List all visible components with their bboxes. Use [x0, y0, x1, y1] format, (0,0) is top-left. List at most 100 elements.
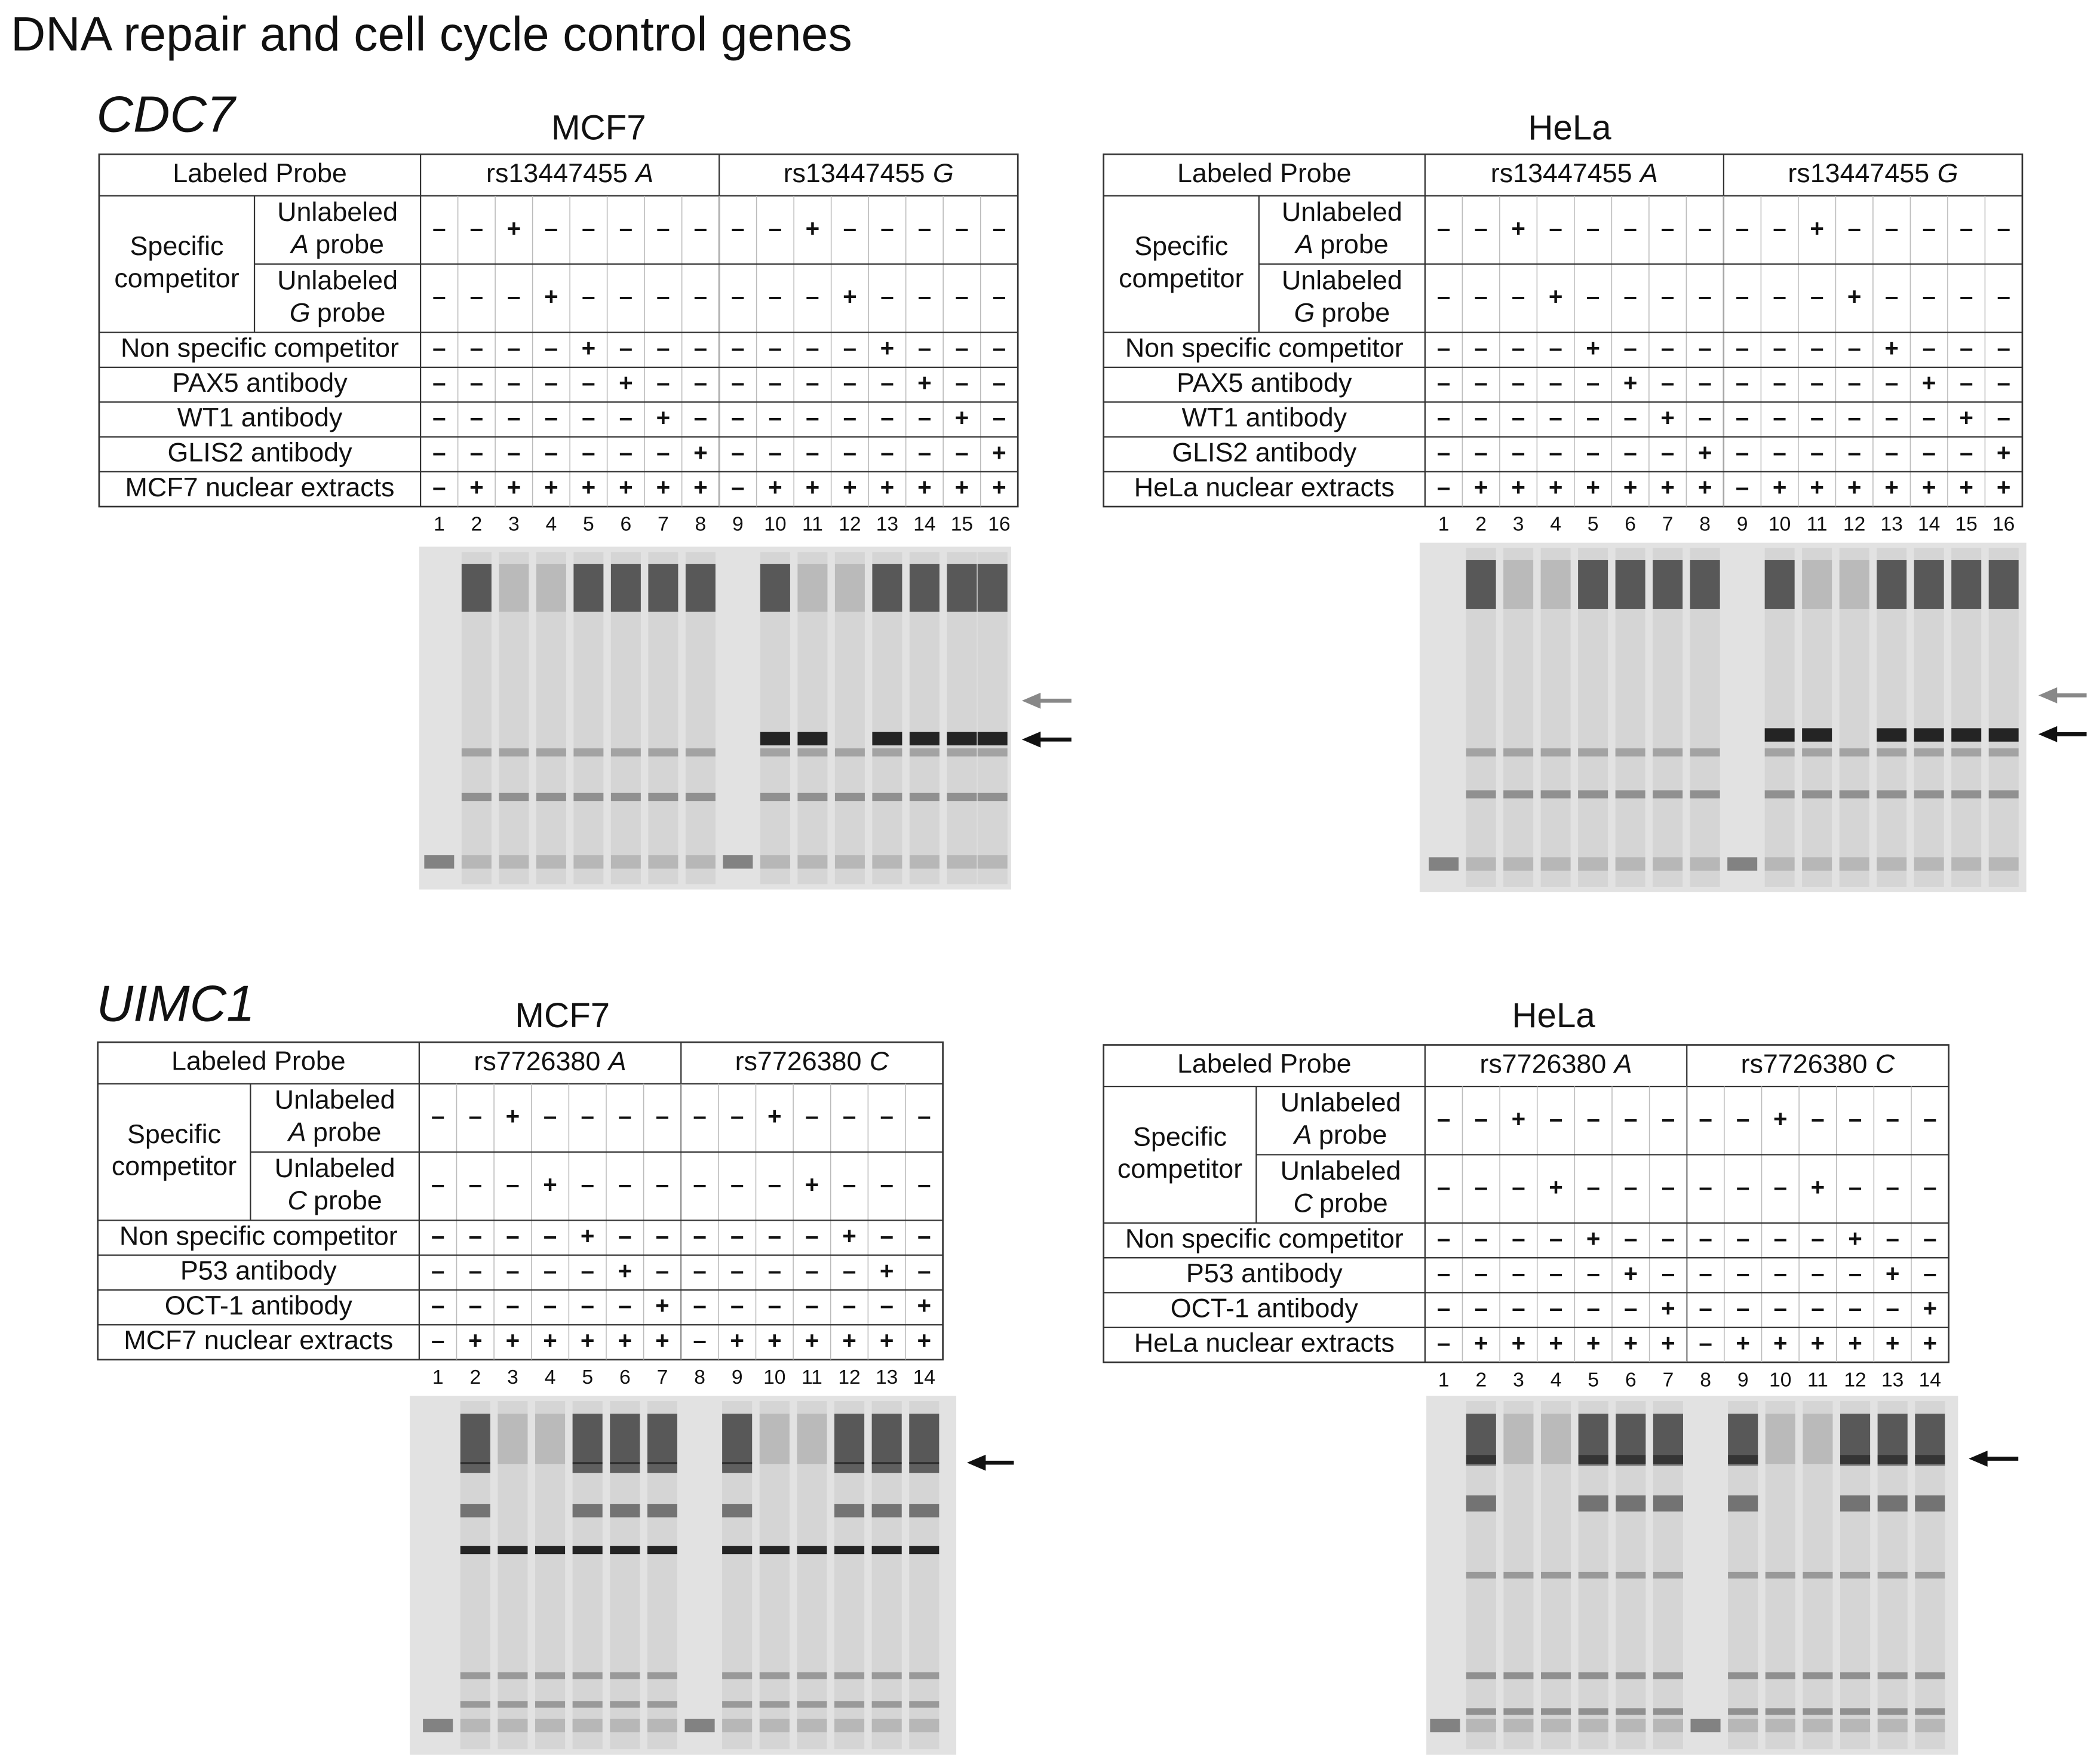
- sign: +: [543, 1171, 557, 1198]
- sign: +: [917, 1292, 932, 1319]
- sign: +: [1624, 1329, 1638, 1357]
- competitor-group-label: Specific: [1134, 231, 1228, 261]
- gel-band: [872, 793, 902, 801]
- probe-header: rs7726380 A: [1479, 1048, 1632, 1079]
- gel-band: [909, 1462, 940, 1473]
- sign: –: [1586, 1260, 1599, 1287]
- sign: –: [1773, 282, 1786, 310]
- sign: –: [1512, 334, 1525, 361]
- sign: +: [1886, 1260, 1900, 1287]
- sign: –: [1512, 369, 1525, 397]
- gel-band: [535, 1672, 566, 1679]
- sign: +: [1997, 438, 2011, 466]
- sign: –: [917, 1102, 931, 1129]
- gel-band: [1578, 1718, 1608, 1733]
- gene-name: UIMC1: [96, 975, 254, 1032]
- gel-band: [1616, 1455, 1646, 1466]
- sign: +: [1884, 334, 1899, 361]
- competitor-suffix: probe: [1320, 229, 1389, 259]
- sign: –: [955, 214, 968, 242]
- sign: +: [507, 474, 521, 501]
- sign: +: [1997, 474, 2011, 501]
- gel-band: [1802, 790, 1832, 798]
- sign: +: [1773, 1329, 1788, 1357]
- lane-number: 6: [1625, 1369, 1637, 1391]
- gel-band: [1728, 1455, 1758, 1466]
- lane-number: 11: [1807, 1369, 1828, 1391]
- sign: –: [917, 1171, 931, 1198]
- sign: –: [918, 334, 931, 361]
- gel-band: [797, 793, 828, 801]
- sign: –: [506, 1171, 519, 1198]
- gel-band: [797, 1546, 827, 1555]
- sign: +: [1698, 438, 1712, 466]
- sign: –: [1512, 282, 1525, 310]
- sign: +: [805, 1171, 819, 1198]
- competitor-suffix: probe: [1319, 1119, 1387, 1150]
- sign: –: [1885, 438, 1898, 466]
- gel-band: [797, 1718, 827, 1733]
- sign: +: [1886, 1329, 1900, 1357]
- gel-band: [423, 1718, 453, 1733]
- sign: –: [1773, 334, 1786, 361]
- lane-number: 10: [1769, 513, 1791, 535]
- gel-band: [1615, 560, 1645, 609]
- gel-band: [685, 748, 716, 757]
- gel-band: [1503, 748, 1534, 757]
- gel-lane: [499, 552, 529, 884]
- sign: –: [730, 1102, 744, 1129]
- gel-band: [759, 1672, 790, 1679]
- gel-lane: [1503, 1401, 1534, 1750]
- sign: –: [619, 282, 633, 310]
- sign: –: [582, 404, 595, 431]
- lane-number: 1: [1438, 513, 1450, 535]
- sign: –: [880, 282, 894, 310]
- row-label: OCT-1 antibody: [1171, 1292, 1359, 1323]
- lane-number: 5: [583, 513, 594, 535]
- lane-number: 8: [1700, 1369, 1711, 1391]
- competitor-group-label: competitor: [1117, 1153, 1242, 1184]
- sign: –: [880, 404, 894, 431]
- sign: –: [1662, 1105, 1675, 1132]
- gel-band: [572, 1701, 603, 1708]
- gel-band: [610, 1718, 640, 1733]
- gel-band: [1988, 857, 2019, 871]
- arrow-head: [2038, 726, 2058, 742]
- sign: –: [1997, 334, 2010, 361]
- competitor-label: Unlabeled: [277, 196, 398, 227]
- gel-band: [909, 1414, 940, 1464]
- sign: –: [768, 1292, 781, 1319]
- lane-number: 6: [1625, 513, 1636, 535]
- gel-band: [977, 564, 1008, 612]
- lane-number: 16: [988, 513, 1010, 535]
- sign: –: [805, 1292, 818, 1319]
- sign: +: [1586, 1225, 1601, 1252]
- sign: –: [1774, 1173, 1787, 1200]
- sign: –: [432, 474, 446, 501]
- sign: –: [619, 404, 633, 431]
- lane-number: 3: [1513, 513, 1524, 535]
- gel-band: [535, 1546, 566, 1555]
- lane-number: 13: [1880, 513, 1902, 535]
- gel-band: [834, 793, 865, 801]
- lane-number: 10: [763, 1366, 785, 1389]
- sign: –: [1886, 1294, 1899, 1322]
- gel-band: [647, 1504, 677, 1518]
- sign: –: [1437, 438, 1450, 466]
- competitor-label: Unlabeled: [277, 265, 398, 295]
- gel-band: [1653, 1708, 1683, 1715]
- gel-lane: [1503, 548, 1534, 887]
- sign: –: [469, 1257, 482, 1284]
- sign: –: [1922, 282, 1935, 310]
- sign: +: [1773, 474, 1787, 501]
- sign: –: [1512, 1260, 1525, 1287]
- sign: –: [1474, 369, 1487, 397]
- sign: –: [1624, 1225, 1637, 1252]
- sign: –: [1698, 282, 1711, 310]
- gel-lane: [1803, 1401, 1833, 1750]
- sign: –: [1437, 404, 1450, 431]
- sign: +: [1549, 1173, 1563, 1200]
- sign: –: [843, 1171, 856, 1198]
- sign: +: [1698, 474, 1712, 501]
- lane-number: 5: [1588, 513, 1599, 535]
